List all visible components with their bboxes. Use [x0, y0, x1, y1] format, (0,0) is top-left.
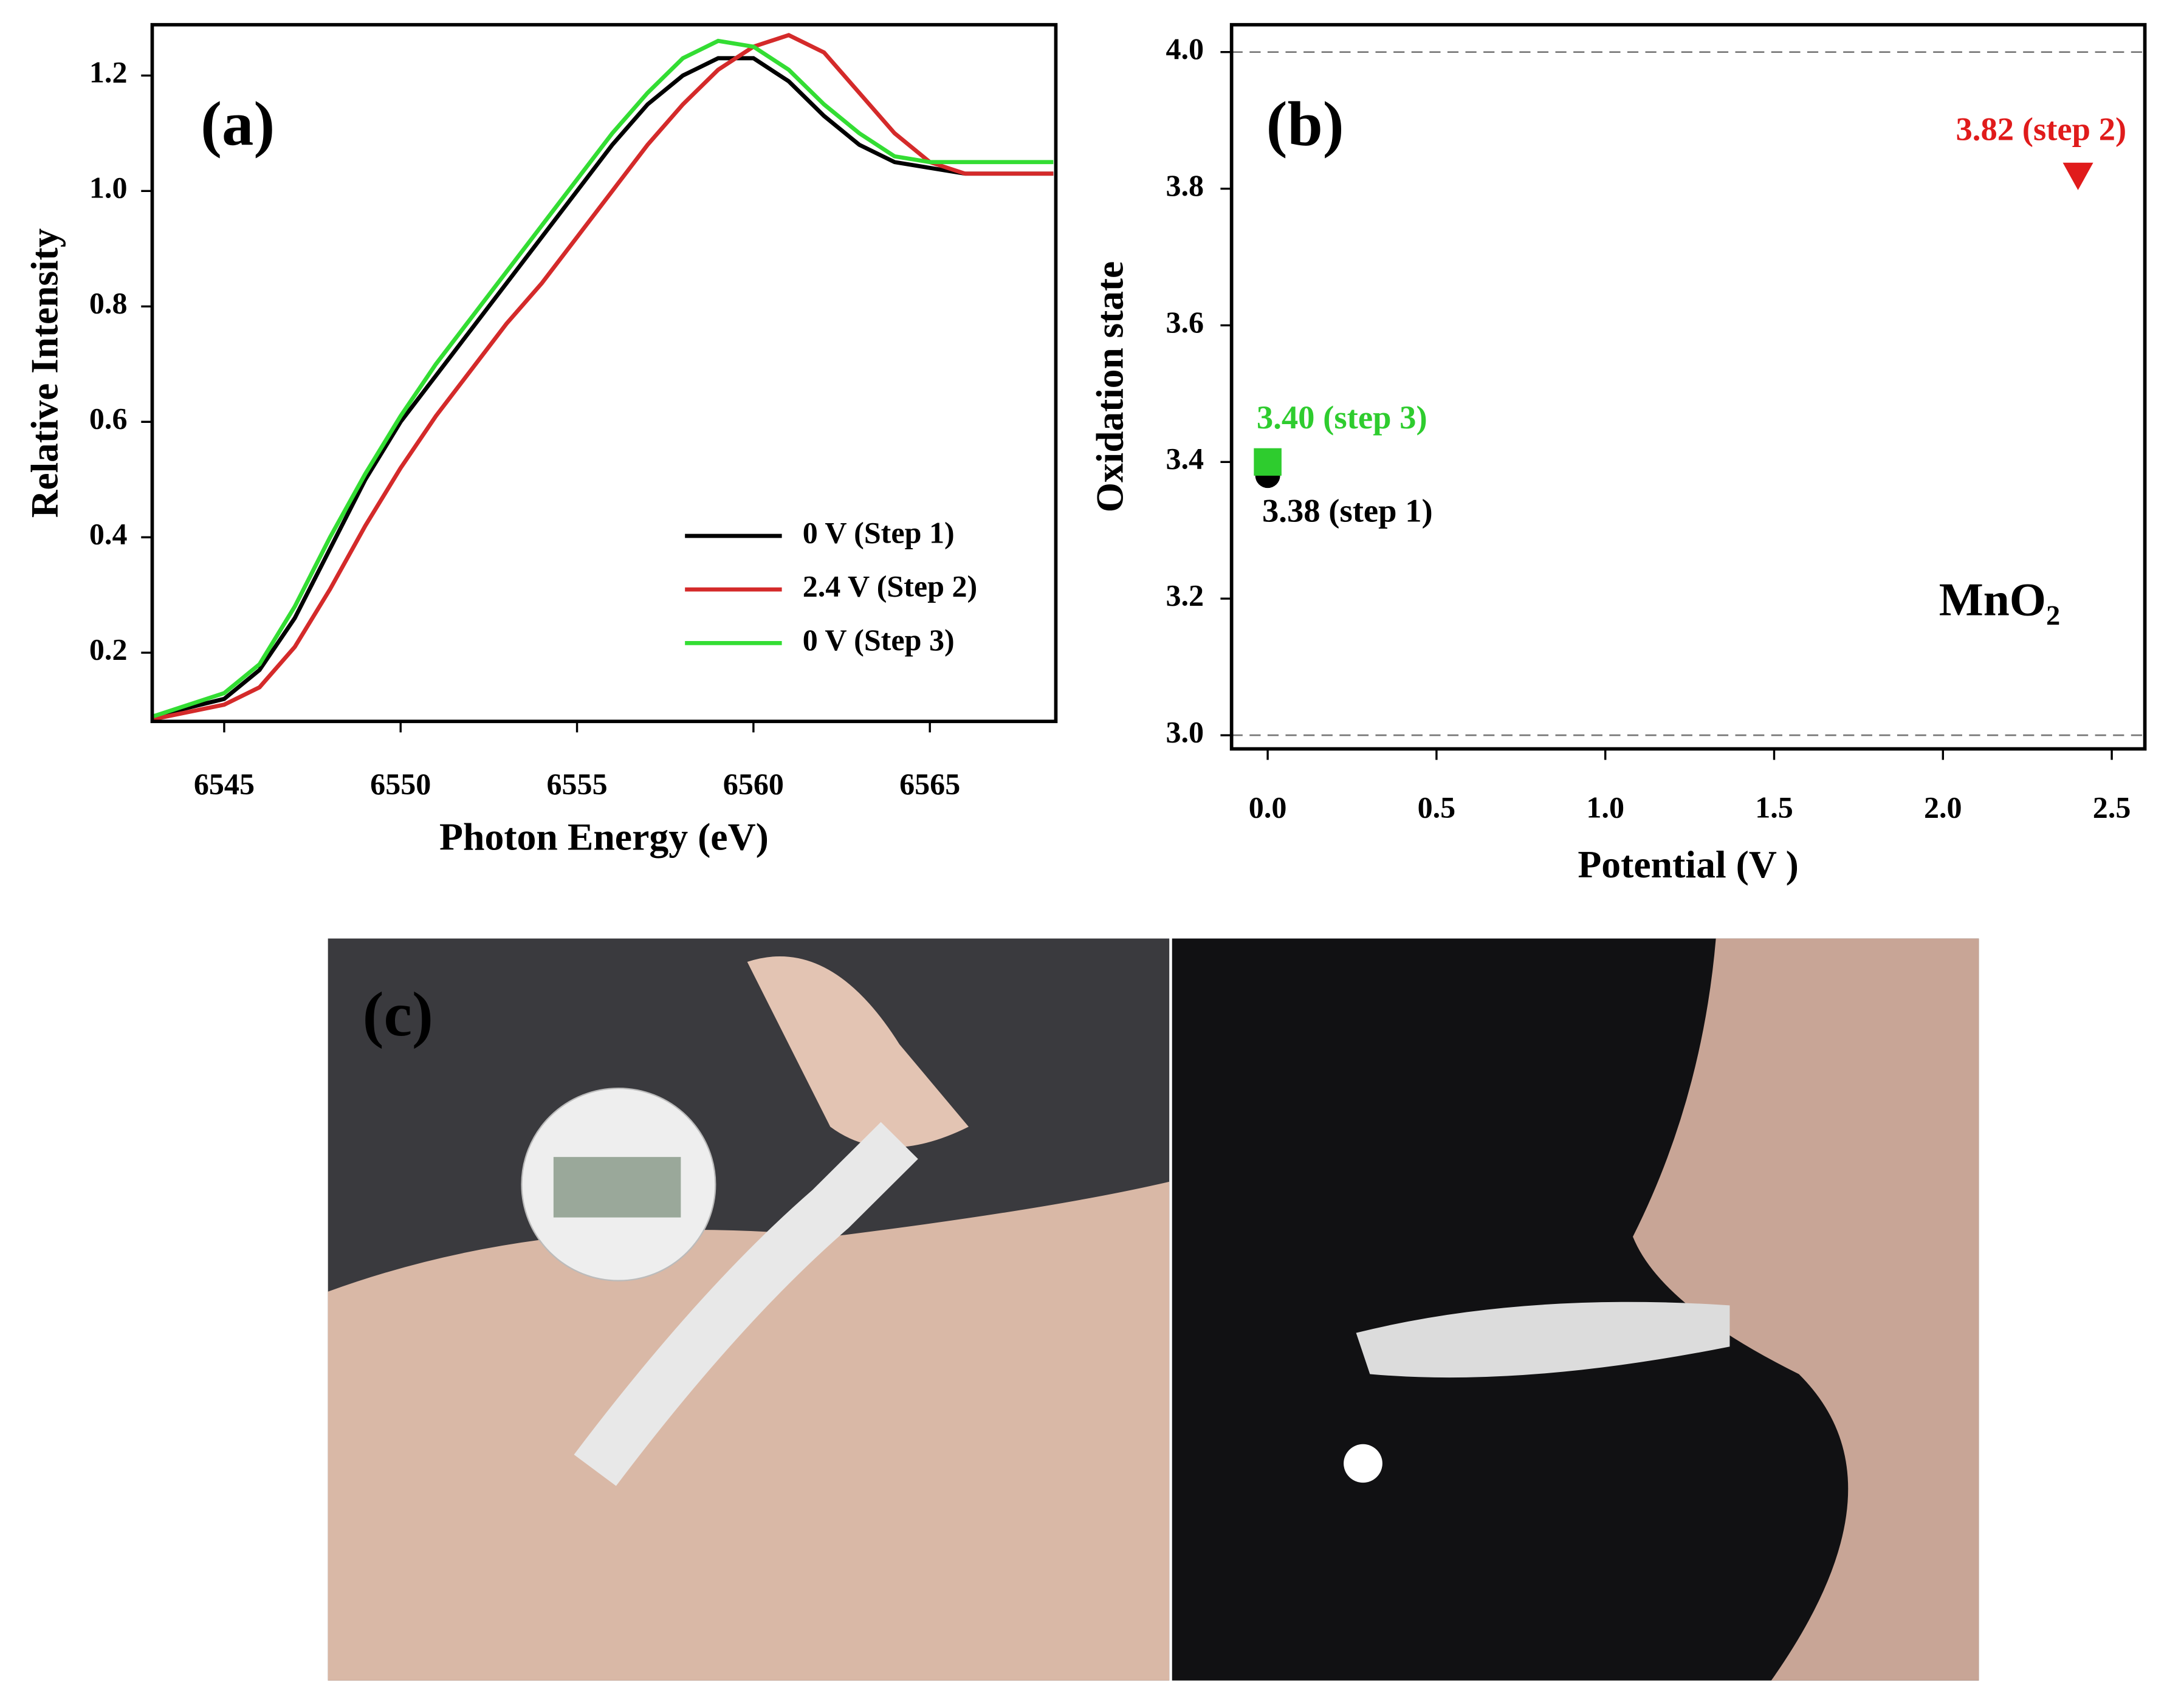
device: [1356, 1302, 1730, 1378]
x-tick-label: 0.5: [1418, 791, 1456, 825]
y-tick-label: 1.0: [89, 171, 128, 205]
y-tick-label: 0.2: [89, 633, 128, 667]
x-tick-label: 6550: [370, 767, 431, 801]
x-axis-label: Potential (V ): [1578, 843, 1799, 886]
y-tick-label: 3.8: [1166, 169, 1204, 202]
line: [153, 33, 1054, 721]
x-tick-label: 0.0: [1249, 791, 1287, 825]
line: [153, 38, 1054, 718]
panel-label: (a): [201, 89, 275, 159]
x-tick-label: 6565: [899, 767, 960, 801]
y-tick-label: 3.6: [1166, 306, 1204, 339]
line: [153, 56, 1054, 719]
panel-label: (c): [363, 979, 433, 1049]
plot-frame: [1229, 22, 2147, 751]
point: [2062, 162, 2093, 190]
x-tick-label: 1.5: [1755, 791, 1793, 825]
point-label: 3.82 (step 2): [1956, 111, 2126, 148]
y-tick-label: 3.0: [1166, 716, 1204, 749]
arm: [328, 1181, 1170, 1681]
y-axis-label: Relative Intensity: [22, 228, 66, 518]
y-tick-label: 3.4: [1166, 442, 1204, 476]
y-tick-label: 1.2: [89, 56, 128, 89]
x-tick-label: 6560: [723, 767, 784, 801]
point: [1254, 448, 1282, 476]
x-tick-label: 6555: [546, 767, 607, 801]
x-axis-label: Photon Energy (eV): [439, 815, 769, 859]
point-label: 3.38 (step 1): [1262, 492, 1433, 529]
x-tick-label: 2.5: [2093, 791, 2131, 825]
y-tick-label: 0.8: [89, 287, 128, 320]
strap: [574, 1122, 918, 1486]
y-tick-label: 0.6: [89, 402, 128, 436]
y-axis-label: Oxidation state: [1088, 261, 1132, 512]
annotation: MnO₂: [1939, 574, 2061, 626]
legend-label: 2.4 V (Step 2): [803, 570, 978, 603]
hand: [747, 956, 969, 1148]
x-tick-label: 1.0: [1586, 791, 1624, 825]
y-tick-label: 0.4: [89, 518, 128, 551]
y-tick-label: 4.0: [1166, 32, 1204, 66]
led: [1344, 1444, 1382, 1483]
x-tick-label: 6545: [194, 767, 255, 801]
y-tick-label: 3.2: [1166, 579, 1204, 612]
panel-label: (b): [1266, 89, 1344, 159]
x-tick-label: 2.0: [1924, 791, 1962, 825]
plot-frame: [150, 22, 1058, 724]
hand-right: [1633, 938, 1979, 1681]
legend-label: 0 V (Step 1): [803, 516, 955, 550]
point-label: 3.40 (step 3): [1257, 399, 1427, 436]
watch-screen: [553, 1157, 681, 1218]
photos: (c): [328, 938, 1979, 1681]
legend-label: 0 V (Step 3): [803, 623, 955, 657]
